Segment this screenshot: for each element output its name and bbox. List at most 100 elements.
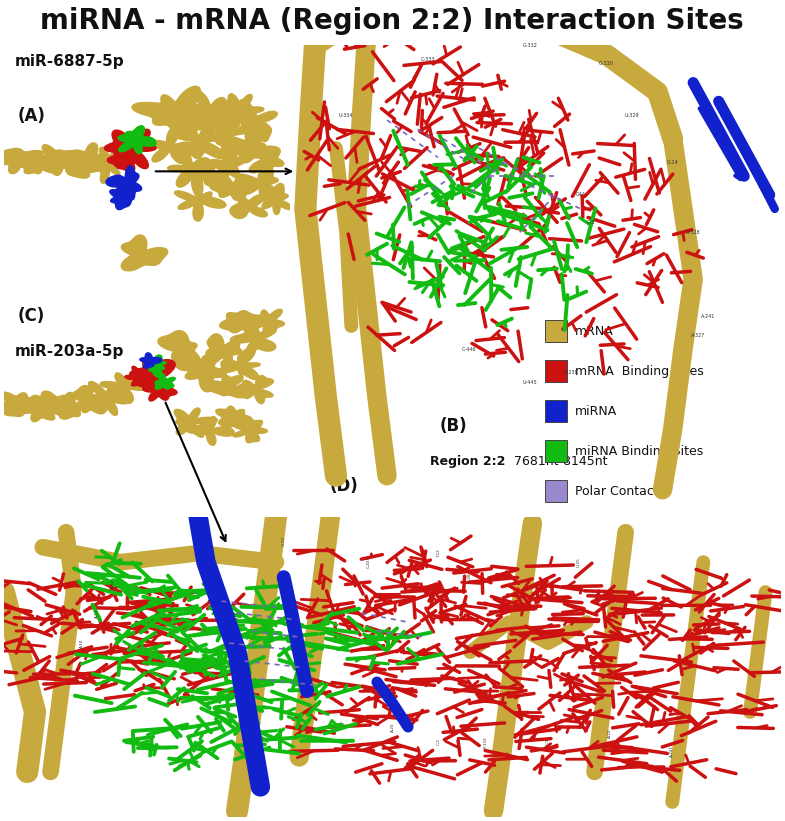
Bar bbox=[545, 440, 567, 462]
Text: A-241: A-241 bbox=[670, 745, 674, 757]
Text: A-10: A-10 bbox=[79, 639, 84, 648]
Text: miRNA: miRNA bbox=[575, 405, 617, 418]
Polygon shape bbox=[104, 129, 156, 168]
Polygon shape bbox=[73, 386, 113, 414]
Text: G-332: G-332 bbox=[523, 43, 537, 48]
Polygon shape bbox=[230, 195, 268, 218]
Polygon shape bbox=[216, 406, 253, 428]
Text: miR-6887-5p: miR-6887-5p bbox=[15, 53, 125, 68]
Polygon shape bbox=[187, 163, 228, 189]
Polygon shape bbox=[235, 167, 278, 198]
Text: A-10: A-10 bbox=[608, 728, 612, 738]
Polygon shape bbox=[231, 324, 276, 354]
Text: A-12: A-12 bbox=[111, 579, 115, 588]
Polygon shape bbox=[173, 90, 239, 126]
Text: C-446: C-446 bbox=[462, 346, 476, 352]
Polygon shape bbox=[86, 147, 133, 183]
Polygon shape bbox=[33, 144, 78, 176]
Polygon shape bbox=[158, 331, 199, 370]
Polygon shape bbox=[206, 375, 248, 398]
Polygon shape bbox=[130, 359, 175, 388]
Polygon shape bbox=[250, 310, 284, 335]
Polygon shape bbox=[206, 144, 246, 177]
Text: Polar Contacts: Polar Contacts bbox=[575, 484, 665, 498]
Text: T-12: T-12 bbox=[437, 548, 441, 557]
Polygon shape bbox=[49, 151, 89, 178]
Text: A-241: A-241 bbox=[701, 314, 716, 319]
Text: mRNA  Binding Sites: mRNA Binding Sites bbox=[575, 365, 703, 378]
Text: P-133: P-133 bbox=[484, 736, 487, 748]
Polygon shape bbox=[185, 354, 226, 392]
Bar bbox=[545, 480, 567, 502]
Polygon shape bbox=[231, 125, 266, 163]
Text: miR-203a-5p: miR-203a-5p bbox=[15, 343, 124, 359]
Text: C-333: C-333 bbox=[421, 57, 435, 62]
Text: miRNA - mRNA (Region 2:2) Interaction Sites: miRNA - mRNA (Region 2:2) Interaction Si… bbox=[40, 7, 744, 35]
Text: (A): (A) bbox=[18, 107, 46, 125]
Polygon shape bbox=[106, 166, 141, 200]
Text: miRNA Binding Sites: miRNA Binding Sites bbox=[575, 444, 703, 457]
Text: A-327: A-327 bbox=[691, 333, 706, 337]
Polygon shape bbox=[220, 310, 258, 333]
Polygon shape bbox=[38, 391, 72, 417]
Polygon shape bbox=[214, 94, 264, 135]
Text: G-14: G-14 bbox=[667, 159, 678, 165]
Text: U-25: U-25 bbox=[577, 557, 581, 567]
Polygon shape bbox=[262, 183, 292, 214]
Polygon shape bbox=[210, 175, 255, 200]
Polygon shape bbox=[108, 147, 141, 172]
Text: C-28: C-28 bbox=[468, 572, 473, 582]
Text: mRNA: mRNA bbox=[575, 324, 614, 337]
Text: 7681nt-8145nt: 7681nt-8145nt bbox=[510, 455, 608, 467]
Text: U-445: U-445 bbox=[523, 379, 537, 384]
Polygon shape bbox=[249, 146, 284, 172]
Polygon shape bbox=[81, 382, 128, 415]
Polygon shape bbox=[144, 355, 166, 377]
Polygon shape bbox=[142, 376, 177, 401]
Polygon shape bbox=[155, 374, 175, 389]
Bar bbox=[545, 320, 567, 342]
Text: (C): (C) bbox=[18, 307, 46, 325]
Text: A-20: A-20 bbox=[390, 722, 395, 732]
Polygon shape bbox=[140, 353, 162, 368]
Text: U-238: U-238 bbox=[564, 370, 578, 375]
Polygon shape bbox=[174, 173, 226, 221]
Text: U-329: U-329 bbox=[625, 112, 639, 118]
Text: G44: G44 bbox=[576, 192, 586, 197]
Bar bbox=[545, 400, 567, 422]
Polygon shape bbox=[202, 112, 255, 158]
Polygon shape bbox=[239, 99, 277, 142]
Polygon shape bbox=[118, 126, 156, 154]
Polygon shape bbox=[51, 392, 94, 419]
Text: U-328: U-328 bbox=[686, 230, 700, 235]
Polygon shape bbox=[206, 334, 242, 365]
Polygon shape bbox=[186, 416, 234, 445]
Polygon shape bbox=[221, 347, 260, 379]
Text: (B): (B) bbox=[440, 417, 468, 435]
Polygon shape bbox=[0, 149, 44, 173]
Polygon shape bbox=[168, 147, 210, 187]
Polygon shape bbox=[70, 143, 108, 172]
Polygon shape bbox=[151, 127, 193, 163]
Polygon shape bbox=[13, 154, 64, 174]
Text: (D): (D) bbox=[330, 477, 359, 495]
Text: U-334: U-334 bbox=[339, 112, 353, 118]
Text: C-9: C-9 bbox=[546, 738, 550, 745]
Text: G-10: G-10 bbox=[282, 536, 286, 546]
Polygon shape bbox=[20, 396, 57, 422]
Polygon shape bbox=[132, 86, 206, 131]
Bar bbox=[545, 360, 567, 382]
Polygon shape bbox=[100, 373, 152, 403]
Polygon shape bbox=[229, 420, 268, 443]
Polygon shape bbox=[0, 392, 39, 416]
Polygon shape bbox=[125, 366, 159, 387]
Text: G-3: G-3 bbox=[587, 221, 595, 226]
Text: C-435: C-435 bbox=[367, 556, 371, 568]
Text: A-11: A-11 bbox=[95, 608, 99, 617]
Text: G-330: G-330 bbox=[599, 62, 614, 67]
Polygon shape bbox=[110, 185, 131, 209]
Text: C-2: C-2 bbox=[437, 738, 441, 745]
Text: Region 2:2: Region 2:2 bbox=[430, 455, 506, 467]
Polygon shape bbox=[236, 375, 273, 404]
Polygon shape bbox=[170, 118, 228, 158]
